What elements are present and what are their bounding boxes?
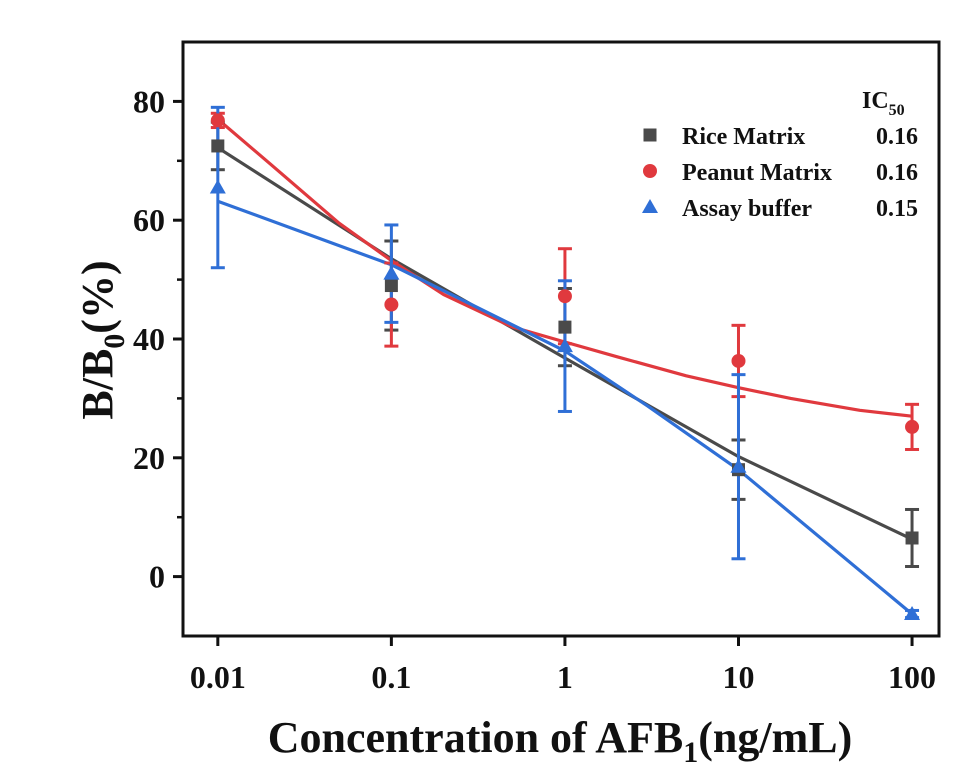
data-point bbox=[558, 320, 572, 334]
legend-marker bbox=[643, 164, 657, 178]
legend-series-name: Assay buffer bbox=[682, 196, 812, 222]
legend-marker bbox=[642, 199, 658, 213]
axis-layer: 0 20 40 60 80 0.01 0.1 1 10 100 bbox=[133, 83, 936, 695]
legend-ic50-value: 0.16 bbox=[876, 160, 918, 186]
data-point bbox=[384, 279, 398, 293]
data-point bbox=[211, 139, 225, 153]
data-point bbox=[556, 338, 573, 353]
plot-frame bbox=[181, 40, 941, 638]
x-tick-label: 0.01 bbox=[190, 659, 246, 695]
data-point bbox=[730, 458, 747, 473]
fit-curve bbox=[217, 199, 914, 616]
y-tick-label: 0 bbox=[149, 559, 165, 595]
data-markers bbox=[209, 113, 921, 621]
legend-marker bbox=[643, 128, 657, 142]
y-axis-label: B/B0(%) bbox=[73, 260, 131, 419]
legend-series-name: Rice Matrix bbox=[682, 124, 805, 150]
data-point bbox=[383, 265, 400, 280]
data-point bbox=[905, 419, 920, 434]
data-point bbox=[209, 179, 226, 194]
data-point bbox=[731, 353, 746, 368]
legend: IC50 Rice Matrix 0.16 Peanut Matrix 0.16 Ass… bbox=[642, 88, 918, 222]
y-tick-label: 40 bbox=[133, 321, 165, 357]
data-point bbox=[905, 531, 919, 545]
x-axis-label: Concentration of AFB1(ng/mL) bbox=[268, 713, 853, 769]
data-point bbox=[210, 113, 225, 128]
legend-ic50-value: 0.16 bbox=[876, 124, 918, 150]
x-tick-label: 1 bbox=[557, 659, 573, 695]
y-tick-label: 80 bbox=[133, 83, 165, 119]
data-point bbox=[904, 606, 921, 621]
legend-items: Rice Matrix 0.16 Peanut Matrix 0.16 Assay bu… bbox=[642, 124, 918, 222]
x-tick-label: 0.1 bbox=[371, 659, 411, 695]
x-tick-label: 10 bbox=[722, 659, 754, 695]
x-tick-label: 100 bbox=[888, 659, 936, 695]
data-point bbox=[557, 289, 572, 304]
legend-ic50-header: IC50 bbox=[862, 88, 905, 119]
legend-ic50-value: 0.15 bbox=[876, 196, 918, 222]
y-tick-label: 60 bbox=[133, 202, 165, 238]
data-point bbox=[384, 297, 399, 312]
y-tick-label: 20 bbox=[133, 440, 165, 476]
legend-series-name: Peanut Matrix bbox=[682, 160, 832, 186]
